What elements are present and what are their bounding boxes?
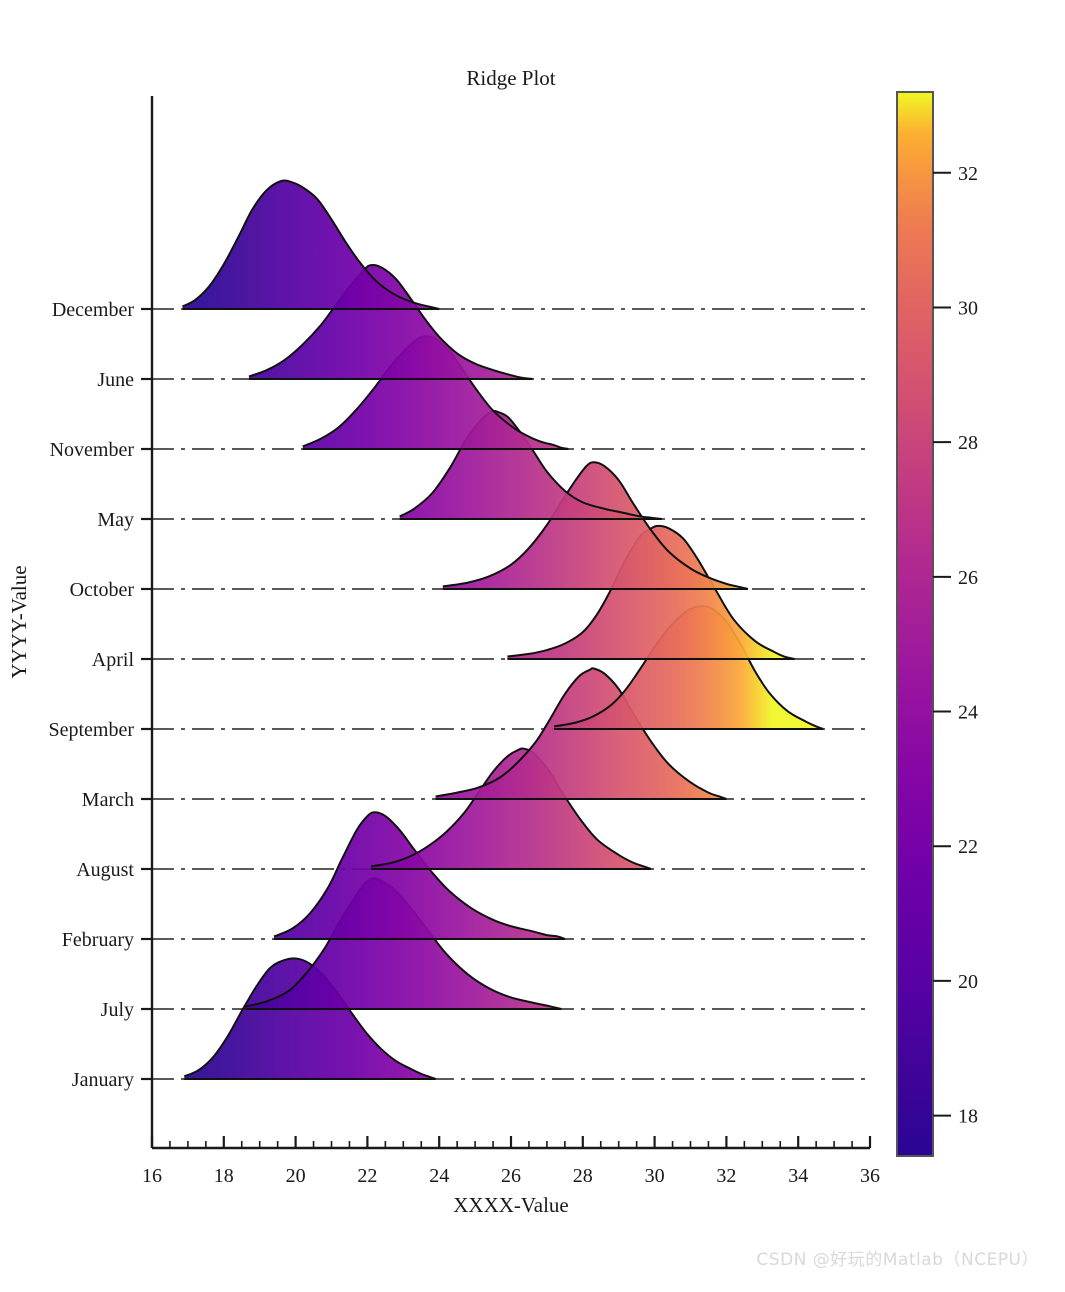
colorbar-ticks: 18 20 22 24 26 28 30 32 (933, 163, 978, 1128)
ridge-area (554, 606, 824, 729)
page-title: Ridge Plot (466, 66, 555, 90)
y-axis-ticks: December June November May October April Septe… (48, 299, 152, 1091)
x-axis-label: XXXX-Value (453, 1193, 568, 1217)
ridge-area (435, 668, 727, 799)
colorbar-tick-label: 32 (958, 163, 978, 185)
ridge-area (370, 748, 652, 869)
colorbar-tick-label: 20 (958, 971, 978, 993)
ridge-outline (507, 524, 795, 660)
colorbar-gradient (897, 92, 933, 1156)
ridge-area (442, 462, 748, 589)
y-tick-label: September (48, 719, 134, 741)
watermark: CSDN @好玩的Matlab（NCEPU） (756, 1250, 1039, 1270)
y-tick-label: March (82, 789, 134, 811)
ridge-series (370, 747, 652, 870)
y-tick-label: January (72, 1069, 134, 1091)
x-tick-label: 28 (573, 1165, 593, 1187)
x-tick-label: 34 (788, 1165, 808, 1187)
x-tick-label: 30 (645, 1165, 665, 1187)
colorbar-tick-label: 30 (958, 297, 978, 319)
y-tick-label: October (70, 579, 135, 601)
ridge-outline (248, 263, 533, 380)
colorbar-tick-label: 24 (958, 702, 978, 724)
x-axis-ticks: 16 18 20 22 24 26 28 30 32 34 36 (142, 1136, 880, 1187)
ridge-series (273, 811, 566, 940)
colorbar-frame (896, 91, 934, 1157)
ridge-area (302, 336, 569, 449)
ridge-area (248, 264, 533, 379)
y-axis-label: YYYY-Value (7, 565, 31, 678)
ridge-series (248, 263, 533, 380)
ridge-area (507, 525, 795, 659)
ridge-series-group (182, 179, 824, 1080)
ridge-series (507, 524, 795, 660)
ridge-series (182, 179, 440, 310)
ridge-area (245, 878, 562, 1009)
x-tick-label: 26 (501, 1165, 521, 1187)
ridge-outline (442, 461, 749, 590)
x-tick-label: 22 (357, 1165, 377, 1187)
x-tick-label: 32 (716, 1165, 736, 1187)
ridge-outline (435, 667, 727, 800)
ridge-outline (370, 747, 652, 870)
colorbar-tick-label: 18 (958, 1106, 978, 1128)
colorbar-tick-label: 22 (958, 836, 978, 858)
y-tick-label: May (97, 509, 134, 531)
y-tick-label: July (101, 999, 134, 1021)
y-tick-label: November (50, 439, 135, 461)
ridge-series (442, 461, 749, 590)
x-tick-label: 20 (286, 1165, 306, 1187)
x-tick-label: 18 (214, 1165, 234, 1187)
y-tick-label: December (52, 299, 135, 321)
y-tick-label: February (62, 929, 134, 951)
y-tick-label: April (92, 649, 135, 671)
ridge-series (435, 667, 727, 800)
colorbar-tick-label: 28 (958, 432, 978, 454)
x-tick-label: 16 (142, 1165, 162, 1187)
x-tick-label: 36 (860, 1165, 880, 1187)
ridge-area (182, 180, 440, 309)
ridge-series (399, 409, 662, 520)
ridge-area (274, 812, 565, 939)
ridge-area (399, 410, 662, 519)
ridge-outline (273, 811, 566, 940)
colorbar-tick-label: 26 (958, 567, 978, 589)
colorbar[interactable]: 18 20 22 24 26 28 30 32 (896, 91, 978, 1157)
ridge-outline (182, 179, 440, 310)
ridge-outline (399, 409, 662, 520)
x-tick-label: 24 (429, 1165, 449, 1187)
ridge-area (184, 958, 436, 1079)
y-tick-label: August (76, 859, 134, 881)
y-tick-label: June (97, 369, 134, 391)
